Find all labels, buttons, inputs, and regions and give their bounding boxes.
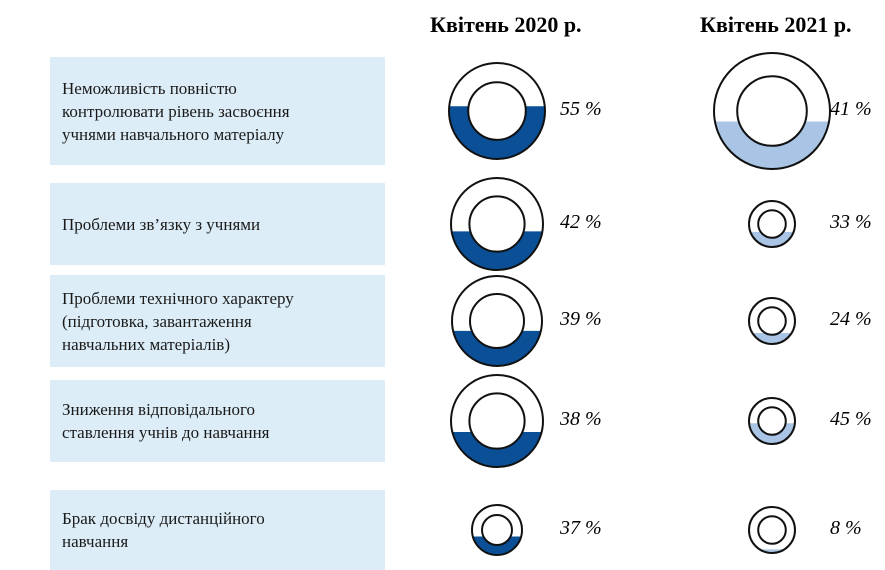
ring-outline [447,62,547,160]
ring-fill [750,231,794,247]
ring-outline [747,397,797,445]
value-label: 37 % [560,517,602,539]
value-label: 39 % [560,308,602,330]
ring-track [749,298,795,344]
ring-fill [449,106,545,159]
value-label: 55 % [560,98,602,120]
ring-outline [747,297,797,345]
ring-outline [449,177,545,271]
ring-outline [747,506,797,554]
value-label: 33 % [830,211,872,233]
ring-outline [450,275,544,367]
value-label: 38 % [560,408,602,430]
ring-outline [449,374,545,468]
category-label: Неможливість повністю контролювати рівен… [50,57,385,165]
category-label: Проблеми технічного характеру (підготовк… [50,275,385,367]
value-label: 45 % [830,408,872,430]
ring-outline [712,52,832,170]
category-label: Зниження відповідального ставлення учнів… [50,380,385,462]
column-header: Квітень 2021 р. [700,12,852,37]
category-label: Брак досвіду дистанційного навчання [50,490,385,570]
ring-outline [747,200,797,248]
ring-fill [749,423,795,444]
ring-fill [715,121,829,169]
value-label: 8 % [830,517,862,539]
value-label: 24 % [830,308,872,330]
column-header: Квітень 2020 р. [430,12,582,37]
value-label: 42 % [560,211,602,233]
ring-track [749,507,795,553]
ring-outline [470,504,524,556]
category-label: Проблеми зв’язку з учнями [50,183,385,265]
value-label: 41 % [830,98,872,120]
